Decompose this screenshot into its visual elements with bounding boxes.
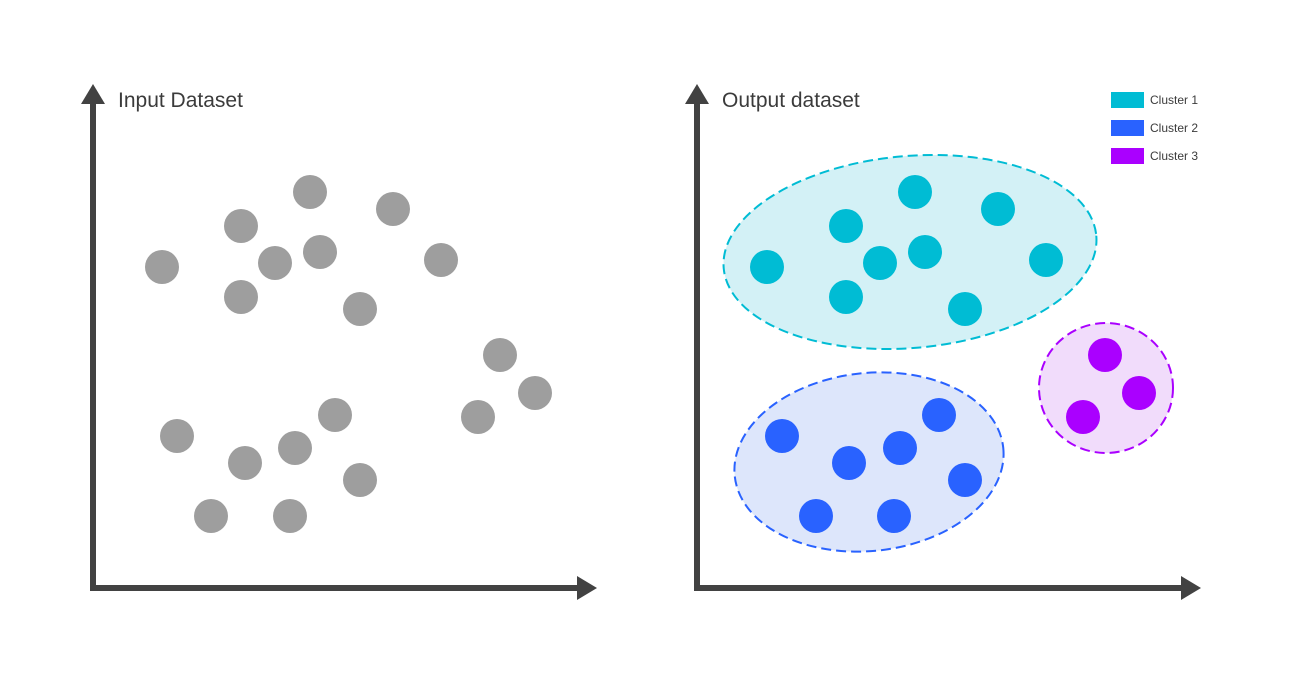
output-axes bbox=[694, 102, 1184, 591]
cluster-2-point-1 bbox=[765, 419, 799, 453]
cluster-3-point-3 bbox=[1066, 400, 1100, 434]
legend-swatch-cluster-2 bbox=[1111, 120, 1144, 136]
cluster-2-point-5 bbox=[948, 463, 982, 497]
cluster-2-point-3 bbox=[883, 431, 917, 465]
legend-item-cluster-2: Cluster 2 bbox=[1111, 114, 1198, 142]
cluster-1-point-6 bbox=[908, 235, 942, 269]
input-x-arrow-icon bbox=[577, 576, 597, 600]
cluster-1-point-1 bbox=[750, 250, 784, 284]
cluster-2-point-6 bbox=[799, 499, 833, 533]
legend-label-cluster-2: Cluster 2 bbox=[1150, 121, 1199, 135]
input-point-17 bbox=[343, 463, 377, 497]
input-point-1 bbox=[145, 250, 179, 284]
input-point-6 bbox=[303, 235, 337, 269]
input-point-12 bbox=[461, 400, 495, 434]
cluster-2-point-7 bbox=[877, 499, 911, 533]
cluster-1-point-8 bbox=[829, 280, 863, 314]
legend-swatch-cluster-3 bbox=[1111, 148, 1144, 164]
legend-label-cluster-3: Cluster 3 bbox=[1150, 149, 1199, 163]
input-point-10 bbox=[483, 338, 517, 372]
cluster-points bbox=[750, 175, 1156, 533]
legend: Cluster 1 Cluster 2 Cluster 3 bbox=[1111, 86, 1198, 170]
cluster-1-point-5 bbox=[863, 246, 897, 280]
input-point-4 bbox=[376, 192, 410, 226]
output-x-arrow-icon bbox=[1181, 576, 1201, 600]
legend-item-cluster-3: Cluster 3 bbox=[1111, 142, 1198, 170]
cluster-2-region bbox=[733, 371, 1005, 553]
input-y-arrow-icon bbox=[81, 84, 105, 104]
input-point-13 bbox=[160, 419, 194, 453]
input-point-16 bbox=[228, 446, 262, 480]
cluster-1-point-9 bbox=[948, 292, 982, 326]
input-axes bbox=[90, 102, 580, 591]
input-points bbox=[145, 175, 552, 533]
input-point-9 bbox=[343, 292, 377, 326]
cluster-1-point-3 bbox=[898, 175, 932, 209]
output-y-arrow-icon bbox=[685, 84, 709, 104]
legend-item-cluster-1: Cluster 1 bbox=[1111, 86, 1198, 114]
cluster-1-point-7 bbox=[1029, 243, 1063, 277]
cluster-3-point-1 bbox=[1088, 338, 1122, 372]
input-point-14 bbox=[318, 398, 352, 432]
input-point-2 bbox=[224, 209, 258, 243]
legend-swatch-cluster-1 bbox=[1111, 92, 1144, 108]
input-point-18 bbox=[194, 499, 228, 533]
cluster-2-point-4 bbox=[832, 446, 866, 480]
input-panel-title: Input Dataset bbox=[118, 89, 243, 112]
cluster-1-point-4 bbox=[981, 192, 1015, 226]
input-point-7 bbox=[424, 243, 458, 277]
input-point-15 bbox=[278, 431, 312, 465]
output-panel-title: Output dataset bbox=[722, 89, 860, 112]
legend-label-cluster-1: Cluster 1 bbox=[1150, 93, 1199, 107]
cluster-1-point-2 bbox=[829, 209, 863, 243]
cluster-2-point-2 bbox=[922, 398, 956, 432]
input-point-3 bbox=[293, 175, 327, 209]
input-point-11 bbox=[518, 376, 552, 410]
input-point-19 bbox=[273, 499, 307, 533]
input-point-5 bbox=[258, 246, 292, 280]
cluster-3-point-2 bbox=[1122, 376, 1156, 410]
input-point-8 bbox=[224, 280, 258, 314]
